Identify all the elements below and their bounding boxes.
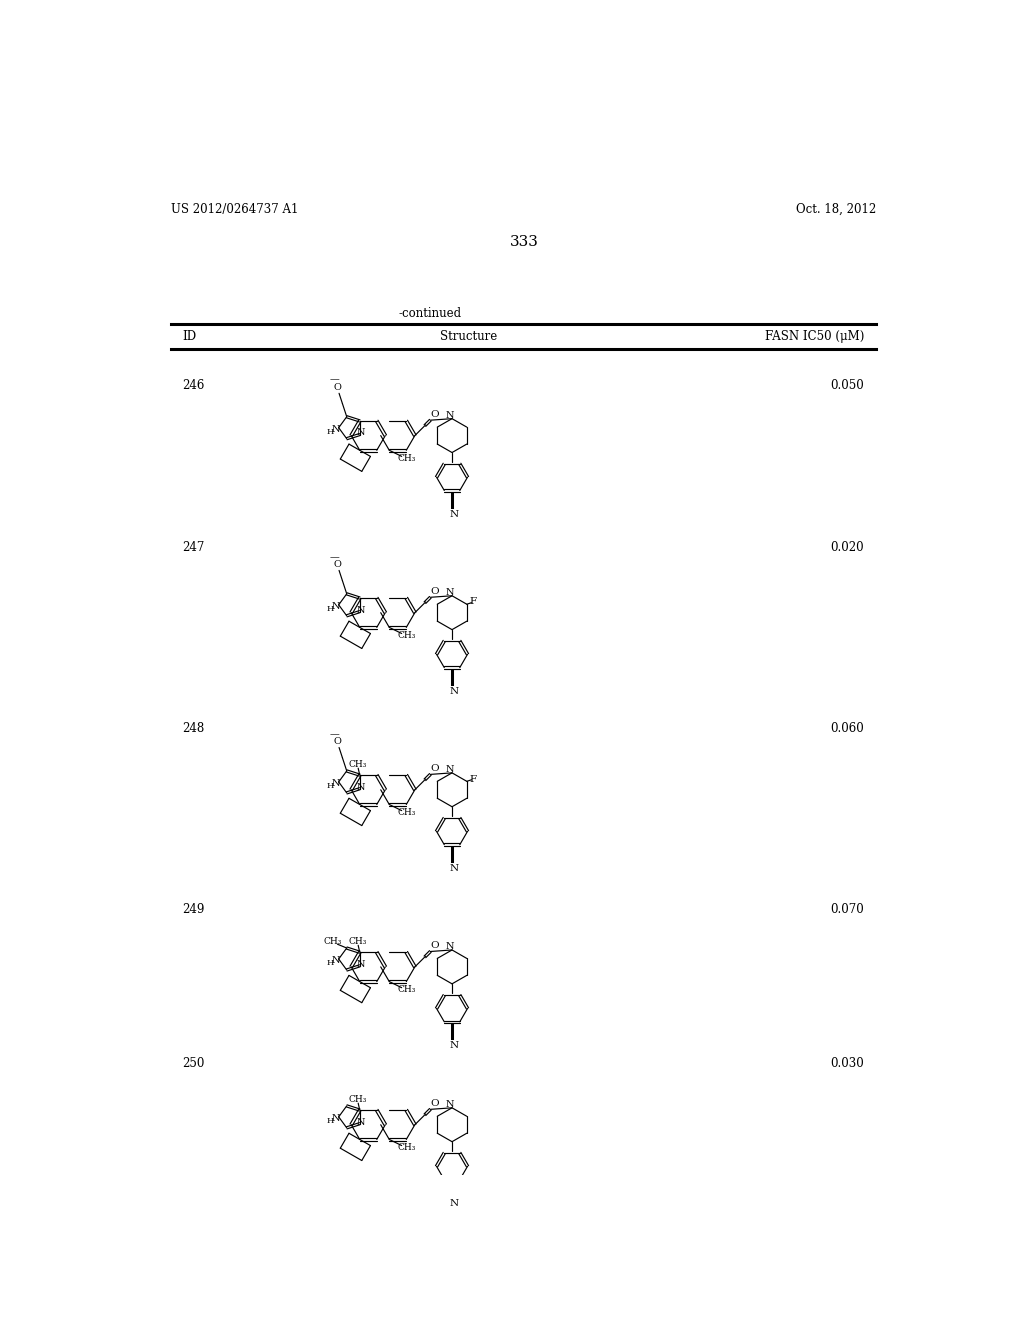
- Text: CH₃: CH₃: [349, 937, 368, 946]
- Text: N: N: [449, 863, 458, 873]
- Text: N: N: [449, 510, 458, 519]
- Text: 0.030: 0.030: [830, 1056, 864, 1069]
- Text: F: F: [469, 775, 476, 784]
- Text: N: N: [445, 942, 454, 952]
- Text: 0.060: 0.060: [830, 722, 864, 735]
- Text: N: N: [449, 1041, 458, 1049]
- Text: O: O: [431, 586, 439, 595]
- Text: CH₃: CH₃: [398, 808, 417, 817]
- Text: H: H: [327, 1117, 334, 1125]
- Text: H: H: [327, 958, 334, 966]
- Text: Oct. 18, 2012: Oct. 18, 2012: [796, 203, 876, 216]
- Text: H: H: [327, 781, 334, 789]
- Text: 250: 250: [182, 1056, 205, 1069]
- Text: 0.050: 0.050: [830, 379, 864, 392]
- Text: —: —: [330, 553, 340, 562]
- Text: CH₃: CH₃: [398, 1143, 417, 1152]
- Text: H: H: [327, 428, 334, 436]
- Text: N: N: [357, 429, 366, 437]
- Text: N: N: [357, 1118, 366, 1126]
- Text: N: N: [445, 766, 454, 775]
- Text: CH₃: CH₃: [398, 986, 417, 994]
- Text: —: —: [330, 730, 340, 739]
- Text: 333: 333: [510, 235, 540, 249]
- Text: O: O: [334, 560, 341, 569]
- Text: ID: ID: [182, 330, 197, 343]
- Text: CH₃: CH₃: [324, 937, 342, 946]
- Text: CH₃: CH₃: [349, 760, 368, 768]
- Text: N: N: [449, 686, 458, 696]
- Text: O: O: [431, 1098, 439, 1107]
- Text: N: N: [445, 1101, 454, 1109]
- Text: 246: 246: [182, 379, 205, 392]
- Text: N: N: [357, 960, 366, 969]
- Text: N: N: [449, 1199, 458, 1208]
- Text: N: N: [332, 779, 340, 788]
- Text: O: O: [431, 764, 439, 772]
- Text: O: O: [334, 383, 341, 392]
- Text: CH₃: CH₃: [398, 454, 417, 463]
- Text: Structure: Structure: [440, 330, 498, 343]
- Text: US 2012/0264737 A1: US 2012/0264737 A1: [171, 203, 298, 216]
- Text: N: N: [332, 425, 340, 434]
- Text: N: N: [445, 589, 454, 597]
- Text: 249: 249: [182, 903, 205, 916]
- Text: O: O: [431, 409, 439, 418]
- Text: -continued: -continued: [398, 308, 462, 319]
- Text: —: —: [330, 376, 340, 384]
- Text: 248: 248: [182, 722, 205, 735]
- Text: F: F: [469, 598, 476, 606]
- Text: CH₃: CH₃: [398, 631, 417, 640]
- Text: CH₃: CH₃: [349, 1094, 368, 1104]
- Text: N: N: [445, 411, 454, 420]
- Text: O: O: [334, 737, 341, 746]
- Text: O: O: [431, 941, 439, 950]
- Text: 0.020: 0.020: [830, 541, 864, 554]
- Text: FASN IC50 (μM): FASN IC50 (μM): [765, 330, 864, 343]
- Text: N: N: [332, 956, 340, 965]
- Text: 0.070: 0.070: [830, 903, 864, 916]
- Text: N: N: [357, 606, 366, 615]
- Text: N: N: [332, 602, 340, 611]
- Text: N: N: [332, 1114, 340, 1123]
- Text: H: H: [327, 605, 334, 612]
- Text: N: N: [357, 783, 366, 792]
- Text: 247: 247: [182, 541, 205, 554]
